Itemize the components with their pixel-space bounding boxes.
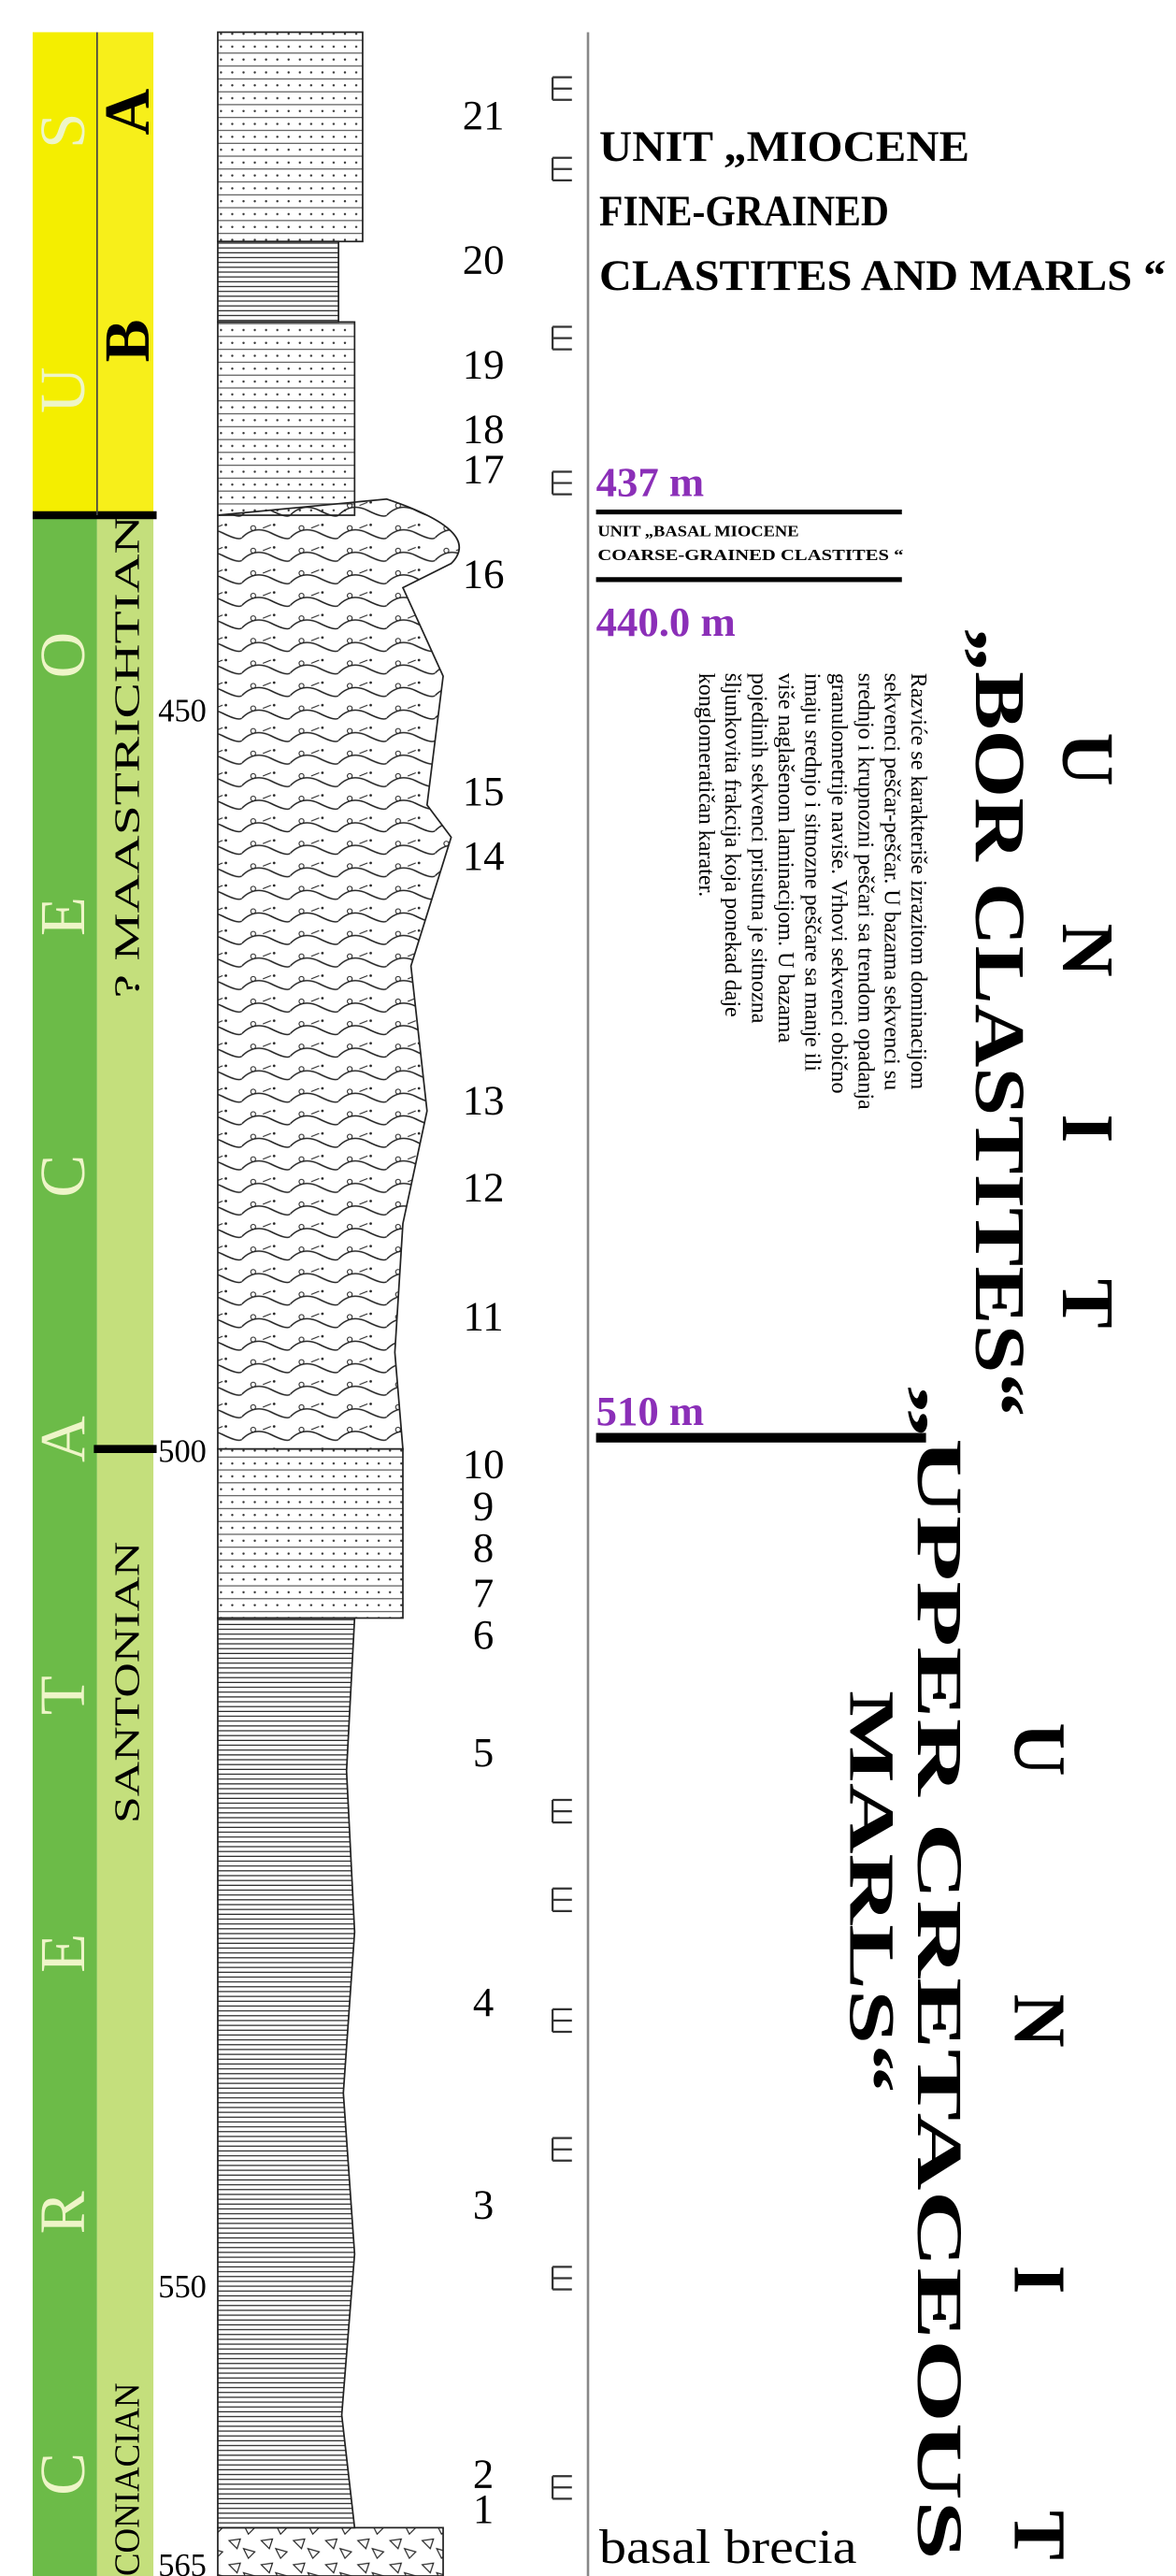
fossil-symbol: [552, 1889, 572, 1911]
unit-title: basal brecia: [599, 2521, 857, 2574]
sample-number: 20: [463, 237, 505, 283]
sample-number: 8: [473, 1524, 494, 1571]
unit-title: „BOR CLASTITES“: [960, 628, 1039, 1418]
sample-number: 9: [473, 1482, 494, 1529]
fossil-symbol: [552, 327, 572, 350]
sample-number: 17: [463, 446, 505, 493]
sandstone: [218, 1449, 403, 1619]
depth-marker: 510 m: [596, 1388, 705, 1434]
brecia: [218, 2527, 443, 2576]
sample-number: 13: [463, 1077, 505, 1124]
sample-number: 10: [463, 1441, 505, 1488]
unit-title: „UPPER CRETACEOUS: [904, 1385, 975, 2560]
depth-label: 550: [158, 2269, 207, 2305]
marl: [218, 241, 338, 322]
sample-number: 21: [463, 92, 505, 138]
unit-title: UNIT „BASAL MIOCENE: [597, 522, 798, 540]
description-line: srednjo i krupnozni peščari sa trendom o…: [853, 673, 877, 1110]
description-line: sekvenci peščar-peščar. U bazama sekvenc…: [880, 673, 904, 1090]
sample-number: 11: [464, 1292, 504, 1339]
description-line: imaju srednjo i sitnozne peščare sa manj…: [799, 673, 824, 1072]
unit-title: U N I T: [997, 1722, 1080, 2559]
fossil-symbol: [552, 472, 572, 495]
stage-label: ? MAASTRICHTIAN: [108, 515, 148, 999]
description-line: pojedinih sekvenci prisutna je sitnozna: [747, 673, 771, 1024]
fossil-symbol: [552, 1800, 572, 1822]
sample-number: 19: [463, 341, 505, 388]
description-line: granulometrije naviše. Vrhovi sekvenci o…: [826, 673, 851, 1094]
depth-label: 450: [158, 693, 207, 728]
unit-title: MARLS“: [837, 1691, 908, 2093]
fossil-symbol: [552, 2476, 572, 2498]
sample-number: 5: [473, 1729, 494, 1776]
description-line: konglomeratičan karater.: [694, 673, 718, 897]
sample-number: 1: [473, 2485, 494, 2532]
epoch-band: [33, 32, 97, 515]
fossil-symbol: [552, 78, 572, 100]
depth-label: 500: [158, 1433, 207, 1469]
sandstone: [218, 322, 354, 515]
depth-marker: 437 m: [596, 458, 705, 505]
fossil-symbol: [552, 2267, 572, 2289]
unit-title: U N I T: [1046, 732, 1128, 1328]
description-line: više naglašenom laminacijom. U bazama: [773, 673, 797, 1043]
unit-title: FINE-GRAINED: [599, 188, 889, 236]
sample-number: 4: [473, 1979, 494, 2025]
marl: [218, 1618, 354, 2527]
fossil-symbol: [552, 2138, 572, 2161]
unit-title: COARSE-GRAINED CLASTITES “: [597, 546, 904, 564]
conglomerate: [218, 499, 459, 1449]
stage-label: CONIACIAN: [108, 2382, 148, 2576]
sandstone: [218, 32, 363, 241]
fossil-symbol: [552, 158, 572, 180]
sample-number: 12: [463, 1164, 505, 1211]
stage-label: SANTONIAN: [108, 1542, 148, 1823]
fossil-symbol: [552, 2009, 572, 2032]
sample-number: 14: [463, 832, 505, 879]
sample-number: 7: [473, 1569, 494, 1616]
sample-number: 3: [473, 2181, 494, 2228]
sample-number: 15: [463, 768, 505, 814]
stratigraphic-column: CRETACEOUSBA? MAASTRICHTIANSANTONIANCONI…: [0, 0, 1176, 2576]
unit-title: UNIT „MIOCENE: [599, 123, 969, 171]
period-band: [33, 515, 97, 2576]
description-line: Razviće se karakteriše izrazitom dominac…: [906, 673, 930, 1090]
sample-number: 16: [463, 550, 505, 597]
page: CRETACEOUSBA? MAASTRICHTIANSANTONIANCONI…: [0, 0, 1176, 2576]
depth-label: 565: [158, 2548, 207, 2576]
sample-number: 6: [473, 1611, 494, 1658]
description-line: šljunkovita frakcija koja ponekad daje: [720, 673, 744, 1017]
depth-marker: 440.0 m: [596, 598, 736, 645]
unit-title: CLASTITES AND MARLS “: [599, 252, 1166, 300]
